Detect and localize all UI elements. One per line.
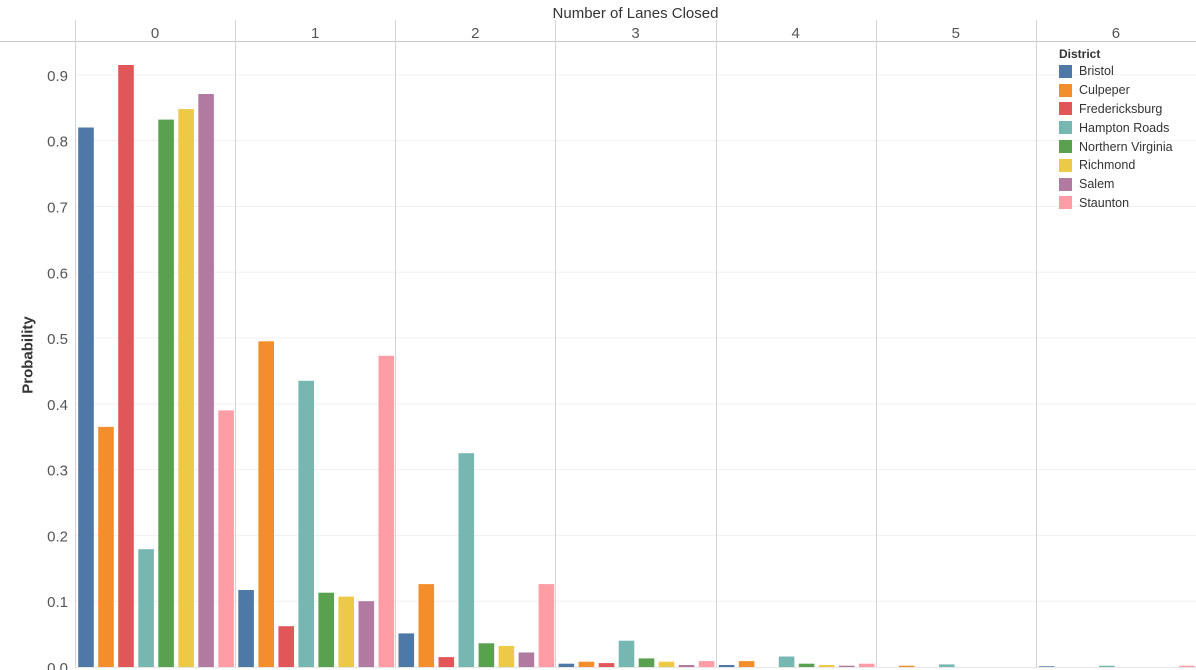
bar — [618, 640, 635, 667]
y-tick-label: 0.7 — [47, 199, 68, 216]
bar — [498, 645, 515, 667]
bar — [558, 663, 575, 667]
bar — [798, 663, 815, 667]
category-label: 0 — [151, 25, 159, 42]
legend-swatch — [1059, 158, 1072, 172]
bar — [698, 661, 715, 667]
bar — [578, 661, 595, 667]
legend-label: Culpeper — [1079, 83, 1130, 98]
bar — [858, 663, 875, 667]
legend-label: Staunton — [1079, 195, 1130, 210]
legend-item: Fredericksburg — [1059, 100, 1194, 119]
bar — [818, 665, 835, 667]
category-label: 3 — [631, 25, 639, 42]
bar — [118, 65, 134, 667]
legend-label: Salem — [1079, 177, 1115, 192]
category-label: 6 — [1112, 25, 1120, 42]
legend-swatch — [1059, 177, 1072, 191]
bar — [98, 426, 114, 667]
y-tick-label: 0.3 — [47, 463, 68, 480]
bar — [418, 584, 435, 667]
y-tick-label: 0.0 — [47, 660, 68, 670]
bar — [598, 663, 615, 667]
column-header-title: Number of Lanes Closed — [552, 5, 719, 22]
legend-label: Richmond — [1079, 158, 1136, 173]
bar — [298, 380, 314, 667]
bar — [198, 94, 214, 667]
legend: District Bristol Culpeper Fredericksburg Ha… — [1059, 47, 1194, 212]
legend-item: Northern Virginia — [1059, 137, 1194, 156]
category-label: 1 — [311, 25, 319, 42]
legend-label: Northern Virginia — [1079, 139, 1173, 154]
bar — [218, 410, 234, 667]
bar — [458, 453, 475, 667]
bar — [939, 664, 955, 667]
bar — [638, 658, 655, 667]
bar — [138, 549, 154, 667]
legend-item: Bristol — [1059, 62, 1194, 81]
y-tick-label: 0.4 — [47, 397, 68, 414]
legend-swatch — [1059, 196, 1072, 210]
y-tick-label: 0.5 — [47, 331, 68, 348]
category-label: 2 — [471, 25, 479, 42]
legend-item: Richmond — [1059, 156, 1194, 175]
bar — [1099, 665, 1115, 667]
legend-item: Hampton Roads — [1059, 118, 1194, 137]
legend-swatch — [1059, 102, 1072, 116]
bar — [478, 643, 495, 667]
bar — [1039, 666, 1055, 667]
y-tick-label: 0.2 — [47, 528, 68, 545]
bar — [78, 127, 94, 667]
bar — [178, 109, 194, 668]
bar — [678, 665, 695, 667]
bar — [718, 665, 735, 667]
bar — [1179, 665, 1195, 667]
bar — [278, 626, 294, 667]
bar — [898, 665, 915, 667]
bar — [318, 592, 334, 667]
legend-label: Fredericksburg — [1079, 101, 1163, 116]
bar — [338, 596, 354, 667]
bar — [358, 601, 375, 667]
bar — [158, 119, 174, 668]
bar — [838, 665, 855, 667]
legend-swatch — [1059, 64, 1072, 78]
legend-swatch — [1059, 83, 1072, 97]
y-tick-label: 0.6 — [47, 265, 68, 282]
legend-swatch — [1059, 140, 1072, 154]
bar — [518, 652, 535, 667]
legend-label: Hampton Roads — [1079, 120, 1170, 135]
legend-item: Salem — [1059, 175, 1194, 194]
bar — [778, 656, 795, 667]
bar — [538, 584, 555, 667]
bar — [438, 657, 455, 667]
category-label: 5 — [952, 25, 960, 42]
legend-title: District — [1059, 47, 1101, 61]
bar — [398, 633, 415, 667]
category-label: 4 — [791, 25, 799, 42]
y-tick-label: 0.1 — [47, 594, 68, 611]
legend-swatch — [1059, 121, 1072, 135]
bar — [738, 661, 755, 667]
legend-label: Bristol — [1079, 64, 1114, 79]
bar — [658, 661, 675, 667]
legend-item: Culpeper — [1059, 81, 1194, 100]
y-tick-label: 0.8 — [47, 134, 68, 151]
bar — [258, 341, 274, 667]
y-tick-label: 0.9 — [47, 68, 68, 85]
legend-item: Staunton — [1059, 194, 1194, 213]
bar — [378, 355, 395, 667]
bar — [238, 590, 254, 667]
